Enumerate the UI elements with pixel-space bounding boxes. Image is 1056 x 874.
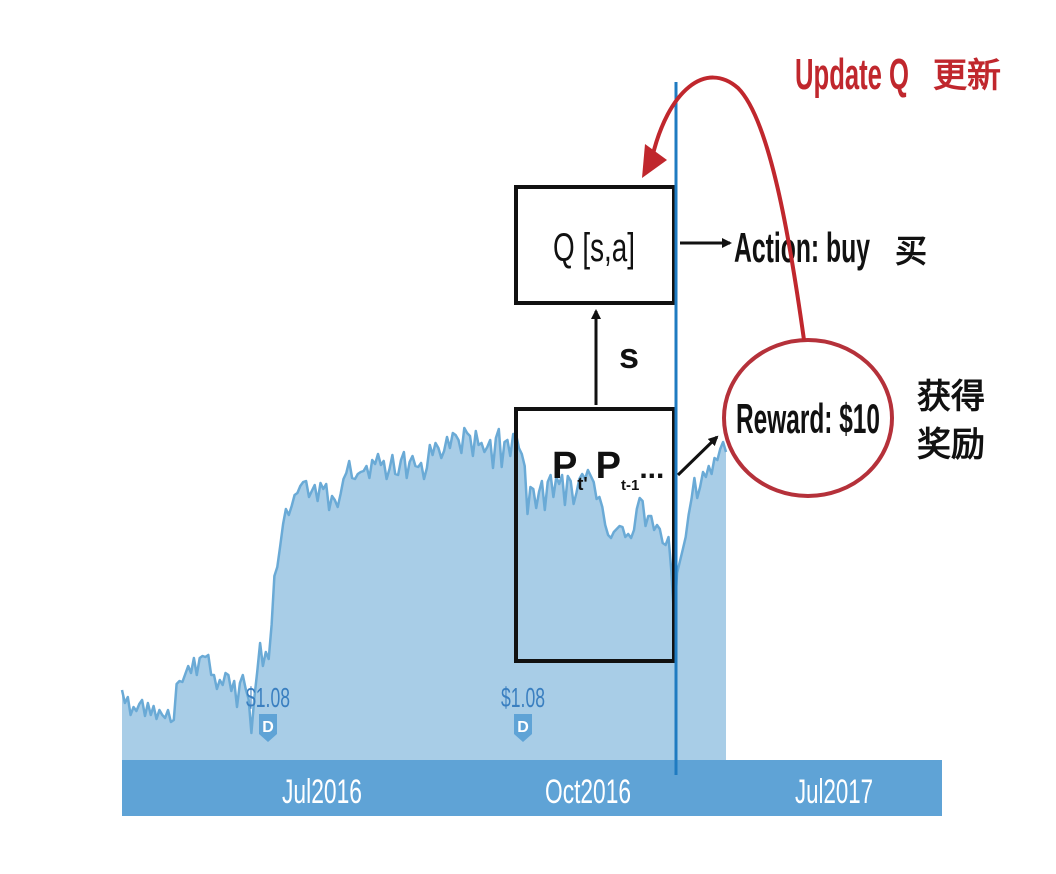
update-q-label: Update Q [795,50,909,99]
dividend-badge-icon [259,714,277,742]
axis-tick-oct2016: Oct2016 [545,773,631,811]
price-subscript-t: t' [577,474,587,494]
reward-ellipse [722,338,894,498]
price-area-chart [120,426,728,760]
time-axis-bar [122,760,942,816]
reward-label-cn-line1: 获得 [917,377,985,417]
reward-arrow [676,435,719,477]
price-area-fill [122,428,726,760]
q-table-label: Q [s,a] [553,226,635,270]
dividend-marker: $1.08 D [501,682,545,742]
price-window-label: Pt' Pt-1... [552,445,664,494]
update-q-arrow [650,75,806,341]
dividend-badge-label: D [262,719,274,736]
axis-tick-jul2017: Jul2017 [795,773,873,811]
price-symbol-p2: P [596,445,621,487]
action-label: Action: buy [734,224,870,271]
action-label-cn: 买 [895,232,927,270]
price-line [120,426,728,735]
state-label: s [619,335,639,376]
price-subscript-t-1: t-1 [621,477,639,494]
reward-label-cn-line2: 奖励 [917,425,985,465]
reward-label: Reward: $10 [736,395,880,442]
price-ellipsis: ... [639,452,664,485]
update-q-arrowhead-icon [642,144,667,178]
dividend-amount: $1.08 [246,682,290,713]
dividend-badge-icon [514,714,532,742]
price-window-box [514,407,676,663]
dividend-amount: $1.08 [501,682,545,713]
q-table-box [514,185,676,305]
axis-tick-jul2016: Jul2016 [282,773,362,811]
dividend-badge-label: D [517,719,529,736]
dividend-marker: $1.08 D [246,682,290,742]
price-symbol-p: P [552,445,577,487]
update-q-label-cn: 更新 [933,56,1001,96]
